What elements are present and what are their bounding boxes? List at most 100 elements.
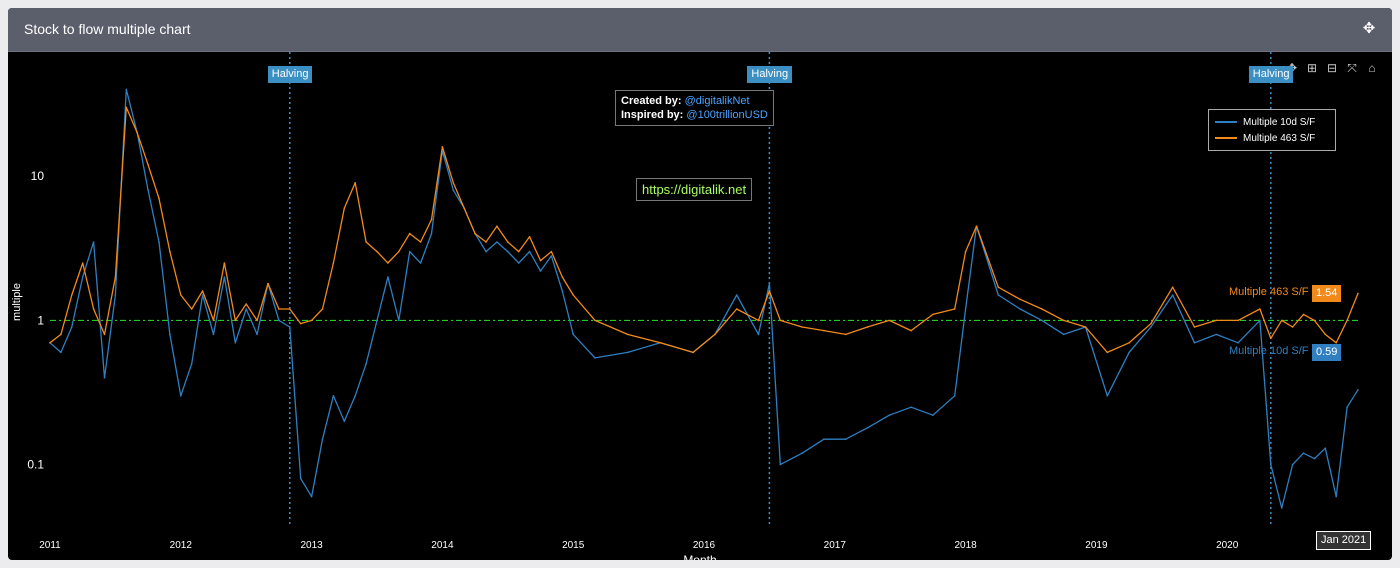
series-point-10d [256, 333, 258, 336]
series-point-10d [398, 319, 400, 322]
x-tick-label: 2015 [562, 540, 585, 551]
series-point-463 [125, 106, 128, 109]
series-point-10d [997, 294, 1000, 296]
series-point-10d [801, 452, 803, 455]
series-point-463 [1019, 298, 1021, 301]
series-point-10d [103, 377, 106, 379]
y-tick-label: 0.1 [27, 458, 44, 472]
series-point-10d [376, 319, 378, 322]
series-point-463 [1106, 351, 1109, 354]
series-point-463 [844, 333, 847, 336]
series-point-463 [953, 308, 956, 310]
legend-item-463[interactable]: Multiple 463 S/F [1215, 130, 1329, 146]
series-point-10d [507, 250, 509, 253]
series-point-10d [278, 319, 280, 322]
series-point-10d [626, 351, 629, 354]
series-point-463 [1259, 308, 1261, 310]
series-point-463 [245, 303, 247, 305]
series-point-463 [1237, 319, 1239, 322]
series-point-463 [910, 329, 912, 332]
series-line-10d [49, 88, 1359, 509]
series-point-463 [169, 250, 171, 253]
series-point-463 [485, 241, 487, 243]
series-point-463 [866, 326, 869, 328]
legend-label-10d: Multiple 10d S/F [1243, 116, 1316, 128]
series-point-10d [289, 326, 291, 328]
series-point-463 [1084, 326, 1087, 328]
created-by-link[interactable]: @digitalikNet [684, 95, 750, 107]
series-point-10d [147, 189, 149, 191]
legend-item-10d[interactable]: Multiple 10d S/F [1215, 114, 1329, 130]
series-point-10d [888, 414, 891, 417]
series-point-10d [496, 241, 498, 243]
hover-date-label: Jan 2021 [1316, 531, 1372, 550]
series-point-463 [932, 313, 934, 316]
series-point-463 [387, 262, 389, 264]
series-point-10d [1041, 319, 1043, 322]
series-point-10d [212, 333, 215, 336]
series-point-10d [343, 420, 346, 423]
series-point-463 [1193, 326, 1196, 328]
series-point-10d [387, 276, 389, 278]
credit-box: Created by: @digitalikNet Inspired by: @… [615, 90, 774, 126]
series-point-463 [823, 329, 825, 332]
series-point-463 [332, 262, 335, 264]
zoom-in-icon[interactable]: ⊞ [1306, 61, 1318, 75]
series-point-10d [823, 438, 825, 441]
x-tick-label: 2014 [431, 540, 454, 551]
legend-swatch-10d [1215, 121, 1237, 123]
legend-swatch-463 [1215, 137, 1237, 139]
series-point-463 [626, 333, 629, 336]
series-point-10d [572, 333, 574, 336]
series-point-463 [60, 333, 62, 336]
series-point-463 [354, 182, 357, 184]
series-point-463 [81, 262, 84, 264]
series-point-10d [1106, 395, 1109, 397]
plot-area[interactable]: 0.1 1 10 2011 2012 2013 2014 2015 2016 2017 2018 20… [8, 52, 1392, 560]
series-point-463 [1128, 342, 1130, 344]
series-point-463 [430, 218, 433, 221]
series-point-10d [1237, 342, 1239, 344]
zoom-out-icon[interactable]: ⊟ [1326, 61, 1338, 75]
y-axis-title: multiple [11, 283, 23, 321]
series-point-463 [136, 132, 138, 134]
x-tick-label: 2012 [170, 540, 193, 551]
x-tick-label: 2016 [693, 540, 716, 551]
series-point-463 [463, 207, 466, 209]
series-point-10d [234, 342, 237, 344]
inspired-by-link[interactable]: @100trillionUSD [686, 109, 768, 121]
series-point-463 [201, 290, 204, 292]
series-point-10d [419, 262, 422, 264]
series-point-463 [572, 294, 574, 296]
series-point-10d [1291, 463, 1294, 466]
series-point-10d [310, 495, 313, 498]
series-point-10d [299, 477, 302, 480]
series-point-10d [528, 250, 531, 253]
autoscale-icon[interactable]: ⤧ [1347, 61, 1357, 75]
value-badge-10d: 0.59 [1312, 344, 1342, 362]
legend-label-463: Multiple 463 S/F [1243, 132, 1316, 144]
series-point-10d [60, 351, 62, 354]
series-point-10d [1324, 447, 1327, 450]
y-tick-label: 10 [31, 169, 45, 183]
series-point-10d [114, 294, 117, 296]
move-arrows-icon[interactable]: ✥ [1362, 20, 1376, 37]
series-point-463 [768, 290, 771, 292]
series-point-10d [201, 294, 204, 296]
series-point-10d [1280, 507, 1283, 509]
series-point-10d [517, 262, 520, 264]
series-point-10d [332, 395, 335, 397]
x-tick-label: 2011 [39, 540, 61, 551]
website-link[interactable]: https://digitalik.net [636, 178, 753, 201]
series-point-463 [757, 319, 760, 322]
series-point-10d [1062, 333, 1065, 336]
series-point-463 [888, 319, 891, 322]
series-point-10d [932, 414, 934, 417]
series-point-463 [528, 236, 531, 238]
home-icon[interactable]: ⌂ [1368, 61, 1376, 75]
series-point-10d [223, 276, 226, 278]
series-point-463 [496, 225, 498, 227]
series-point-463 [92, 308, 95, 310]
series-point-463 [1041, 308, 1043, 310]
series-point-463 [398, 250, 400, 253]
